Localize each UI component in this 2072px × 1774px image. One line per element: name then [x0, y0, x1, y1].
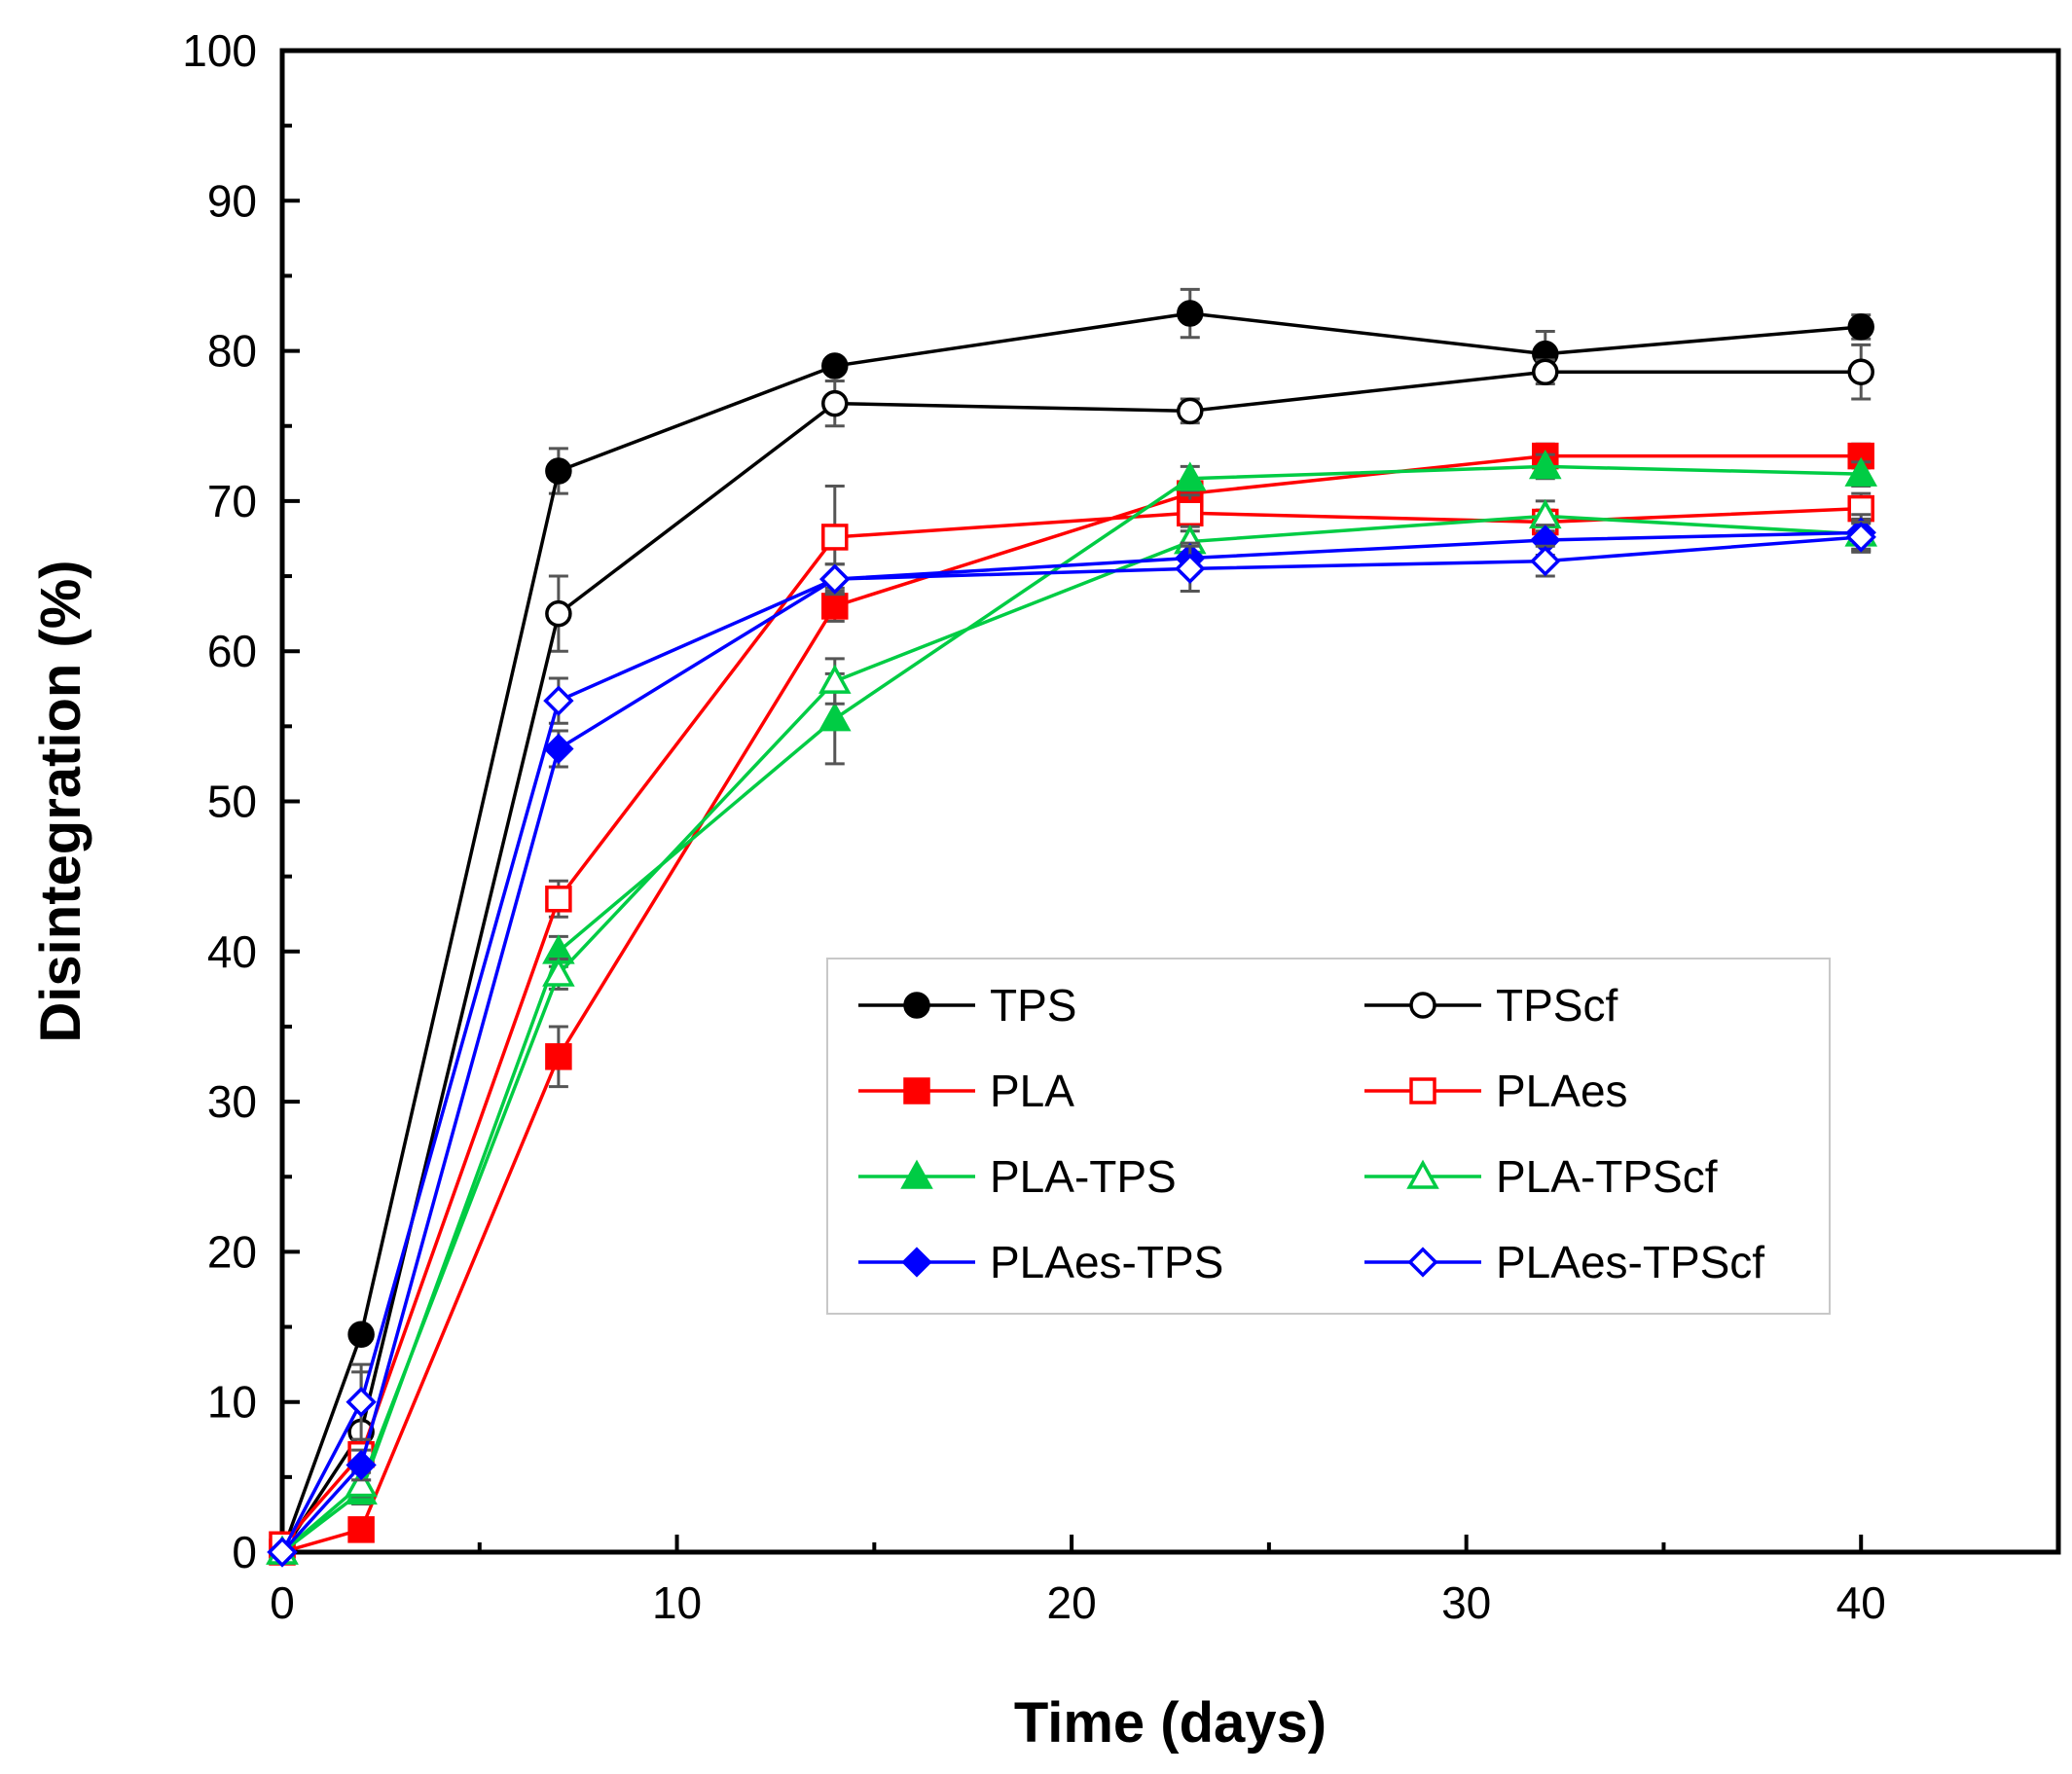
- legend-swatch-marker: [901, 1247, 932, 1278]
- y-tick-label: 10: [207, 1377, 257, 1428]
- y-tick-label: 70: [207, 476, 257, 526]
- legend: TPS TPScf PLA PLAes PLA-TPS PLA-TPScf PLAes-TP…: [826, 958, 1831, 1315]
- data-point-tpscf: [545, 599, 572, 628]
- data-point-plaes-tpscf: [345, 1387, 377, 1418]
- legend-swatch-marker: [903, 992, 930, 1019]
- legend-item: TPScf: [1364, 980, 1618, 1031]
- legend-swatch-marker: [1407, 1247, 1438, 1278]
- data-point-plaes-tpscf: [543, 685, 574, 716]
- y-tick-label: 60: [207, 626, 257, 676]
- legend-label: TPScf: [1496, 980, 1618, 1031]
- legend-item: PLA: [858, 1066, 1074, 1116]
- data-point-plaes-tpscf: [819, 563, 851, 595]
- data-point-tps: [1847, 313, 1874, 341]
- data-point-pla-tps: [1174, 461, 1207, 491]
- data-point-tps: [821, 352, 849, 380]
- x-tick-label: 40: [1836, 1577, 1886, 1628]
- data-point-pla: [545, 1043, 572, 1070]
- data-point-pla-tpscf: [818, 664, 852, 694]
- legend-item: PLAes-TPScf: [1364, 1237, 1764, 1287]
- x-axis-title: Time (days): [1014, 1691, 1327, 1755]
- data-point-pla-tps: [1844, 456, 1877, 487]
- data-point-pla-tpscf: [345, 1467, 378, 1498]
- data-point-tps: [545, 457, 572, 485]
- data-point-plaes: [545, 886, 572, 913]
- data-point-tpscf: [821, 389, 849, 417]
- data-point-tps: [347, 1321, 375, 1349]
- legend-item: PLA-TPScf: [1364, 1151, 1718, 1202]
- data-point-pla: [821, 593, 849, 620]
- legend-item: PLAes-TPS: [858, 1237, 1223, 1287]
- y-tick-label: 100: [182, 25, 257, 76]
- legend-swatch-marker: [903, 1077, 930, 1104]
- legend-swatch-marker: [1406, 1159, 1439, 1189]
- data-point-tps: [1177, 300, 1204, 327]
- data-point-pla-tps: [1529, 450, 1562, 480]
- data-point-plaes-tps: [345, 1449, 377, 1481]
- x-tick-label: 30: [1441, 1577, 1491, 1628]
- legend-label: PLAes-TPS: [990, 1237, 1223, 1287]
- legend-box: [826, 958, 1831, 1315]
- y-tick-label: 0: [232, 1527, 257, 1577]
- x-tick-label: 10: [652, 1577, 702, 1628]
- y-tick-label: 50: [207, 777, 257, 827]
- data-point-plaes-tpscf: [1530, 545, 1561, 577]
- data-point-pla: [347, 1516, 375, 1543]
- data-point-tpscf: [1847, 358, 1874, 385]
- y-tick-label: 90: [207, 175, 257, 226]
- series-tps: [269, 287, 1874, 1566]
- legend-swatch-marker: [1409, 1077, 1436, 1104]
- data-point-pla-tps: [818, 702, 852, 732]
- legend-label: PLAes-TPScf: [1496, 1237, 1764, 1287]
- data-point-plaes-tpscf: [1845, 522, 1876, 553]
- legend-label: PLAes: [1496, 1066, 1628, 1116]
- y-axis-title: Disintegration (%): [29, 560, 92, 1042]
- y-tick-label: 30: [207, 1076, 257, 1127]
- x-tick-label: 0: [270, 1577, 295, 1628]
- y-tick-label: 20: [207, 1226, 257, 1277]
- x-tick-label: 20: [1047, 1577, 1097, 1628]
- legend-label: TPS: [990, 980, 1076, 1031]
- data-point-plaes-tpscf: [267, 1537, 298, 1568]
- y-tick-label: 40: [207, 926, 257, 977]
- data-point-tpscf: [1177, 397, 1204, 425]
- data-point-tpscf: [1532, 358, 1559, 385]
- legend-swatch-marker: [900, 1159, 933, 1189]
- legend-item: TPS: [858, 980, 1076, 1031]
- legend-swatch-marker: [1409, 992, 1436, 1019]
- y-tick-label: 80: [207, 326, 257, 377]
- data-point-plaes-tps: [543, 733, 574, 765]
- axes: 0 10 20 30 40 50 60 70 80 90 100 0 10 20 30 40: [182, 25, 2061, 1628]
- legend-item: PLA-TPS: [858, 1151, 1177, 1202]
- legend-item: PLAes: [1364, 1066, 1628, 1116]
- legend-label: PLA-TPScf: [1496, 1151, 1718, 1202]
- data-point-plaes: [821, 524, 849, 551]
- data-point-pla-tpscf: [542, 957, 575, 987]
- data-point-plaes-tpscf: [1175, 553, 1206, 585]
- data-point-plaes: [1177, 499, 1204, 526]
- legend-label: PLA-TPS: [990, 1151, 1177, 1202]
- series-layer: [266, 287, 1877, 1568]
- series-plaes-tpscf: [267, 521, 1876, 1568]
- legend-label: PLA: [990, 1066, 1074, 1116]
